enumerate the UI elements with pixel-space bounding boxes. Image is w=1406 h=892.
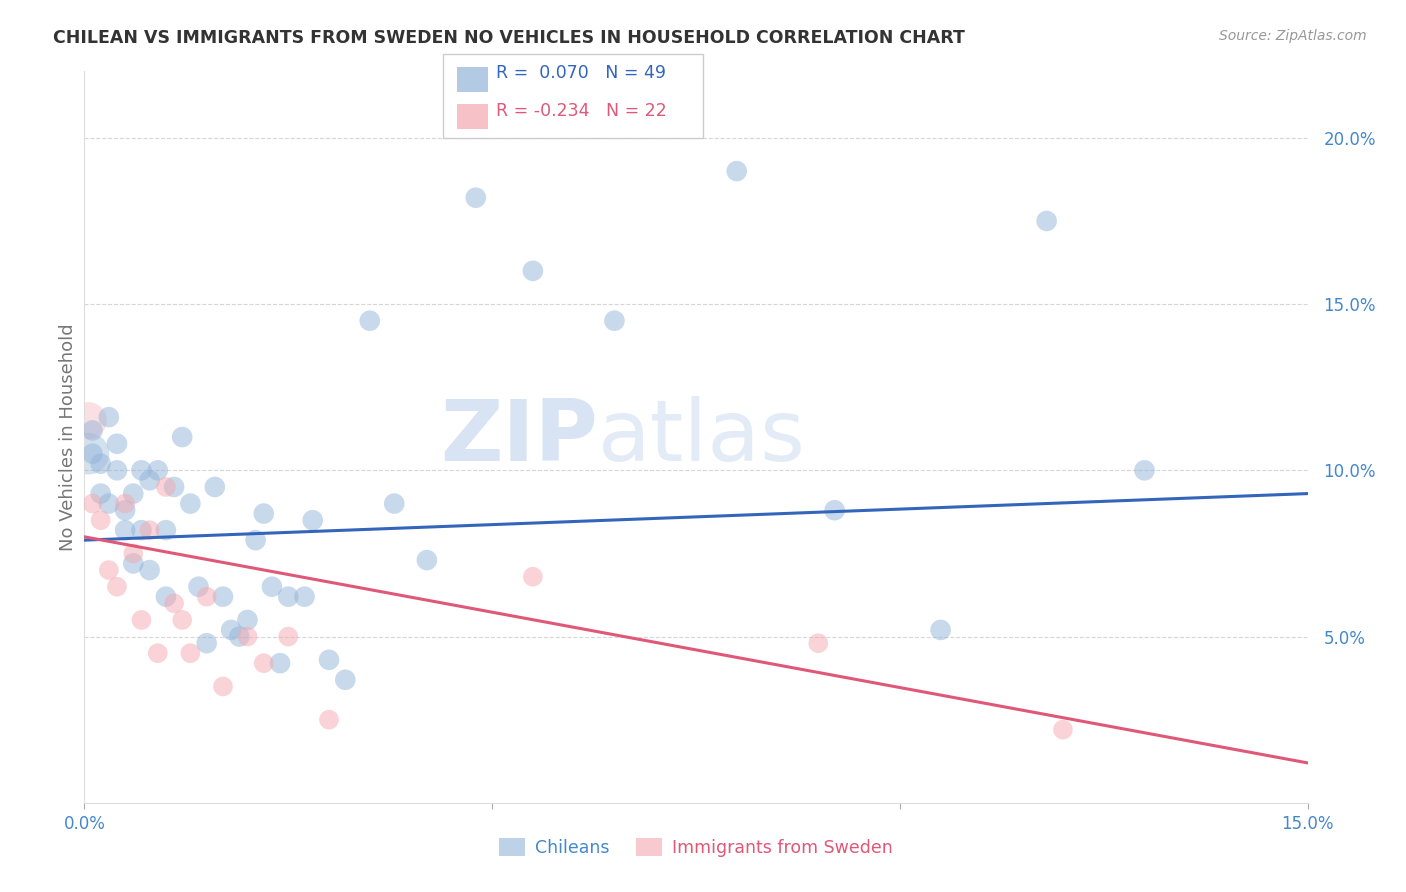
Point (195, 590, 218, 604)
Point (1052, 723, 1074, 737)
Point (82, 497, 104, 511)
Text: R = -0.234   N = 22: R = -0.234 N = 22 (496, 102, 666, 120)
Point (522, 570, 544, 584)
Point (97, 410, 120, 425)
Point (269, 656, 291, 670)
Point (122, 546, 145, 560)
Point (725, 164, 748, 178)
Point (146, 463, 169, 477)
Point (236, 630, 259, 644)
Point (77, 413, 100, 427)
Point (294, 590, 316, 604)
Point (824, 503, 846, 517)
Point (97, 497, 120, 511)
Point (82, 424, 104, 438)
Point (155, 590, 177, 604)
Point (212, 590, 235, 604)
Point (212, 680, 235, 694)
Point (253, 656, 276, 670)
Point (138, 563, 160, 577)
Point (105, 580, 128, 594)
Point (163, 480, 186, 494)
Point (228, 630, 250, 644)
Point (260, 580, 283, 594)
Point (253, 507, 276, 521)
Point (277, 630, 299, 644)
Point (318, 653, 340, 667)
Point (122, 486, 145, 500)
Point (204, 480, 226, 494)
Point (114, 503, 136, 517)
Point (114, 523, 136, 537)
Text: Source: ZipAtlas.com: Source: ZipAtlas.com (1219, 29, 1367, 43)
Point (807, 636, 830, 650)
Text: atlas: atlas (598, 395, 806, 479)
Point (122, 557, 145, 571)
Point (163, 596, 186, 610)
Point (277, 590, 299, 604)
Point (131, 523, 153, 537)
Point (114, 497, 136, 511)
Point (90, 457, 112, 471)
Point (138, 473, 160, 487)
Point (1133, 463, 1156, 477)
Point (105, 436, 128, 450)
Point (522, 264, 544, 278)
Point (146, 646, 169, 660)
Point (187, 580, 209, 594)
Point (82, 447, 104, 461)
Point (301, 513, 323, 527)
Point (172, 613, 194, 627)
Point (179, 497, 201, 511)
Text: CHILEAN VS IMMIGRANTS FROM SWEDEN NO VEHICLES IN HOUSEHOLD CORRELATION CHART: CHILEAN VS IMMIGRANTS FROM SWEDEN NO VEH… (53, 29, 966, 46)
Legend: Chileans, Immigrants from Sweden: Chileans, Immigrants from Sweden (492, 831, 900, 863)
Point (1035, 214, 1057, 228)
Point (359, 314, 381, 328)
Point (219, 623, 242, 637)
Point (172, 430, 194, 444)
Point (155, 523, 177, 537)
Point (464, 191, 486, 205)
Point (382, 497, 405, 511)
Text: R =  0.070   N = 49: R = 0.070 N = 49 (496, 64, 666, 82)
Point (318, 713, 340, 727)
Point (131, 613, 153, 627)
Point (416, 553, 439, 567)
Point (131, 463, 153, 477)
Point (155, 480, 177, 494)
Point (195, 636, 218, 650)
Point (105, 463, 128, 477)
Point (97, 563, 120, 577)
Text: ZIP: ZIP (440, 395, 598, 479)
Point (90, 513, 112, 527)
Point (929, 623, 952, 637)
Point (138, 523, 160, 537)
Point (236, 613, 259, 627)
Point (603, 314, 626, 328)
Point (335, 673, 357, 687)
Y-axis label: No Vehicles in Household: No Vehicles in Household (59, 323, 77, 551)
Point (179, 646, 201, 660)
Point (77, 447, 100, 461)
Point (90, 486, 112, 500)
Point (245, 533, 267, 548)
